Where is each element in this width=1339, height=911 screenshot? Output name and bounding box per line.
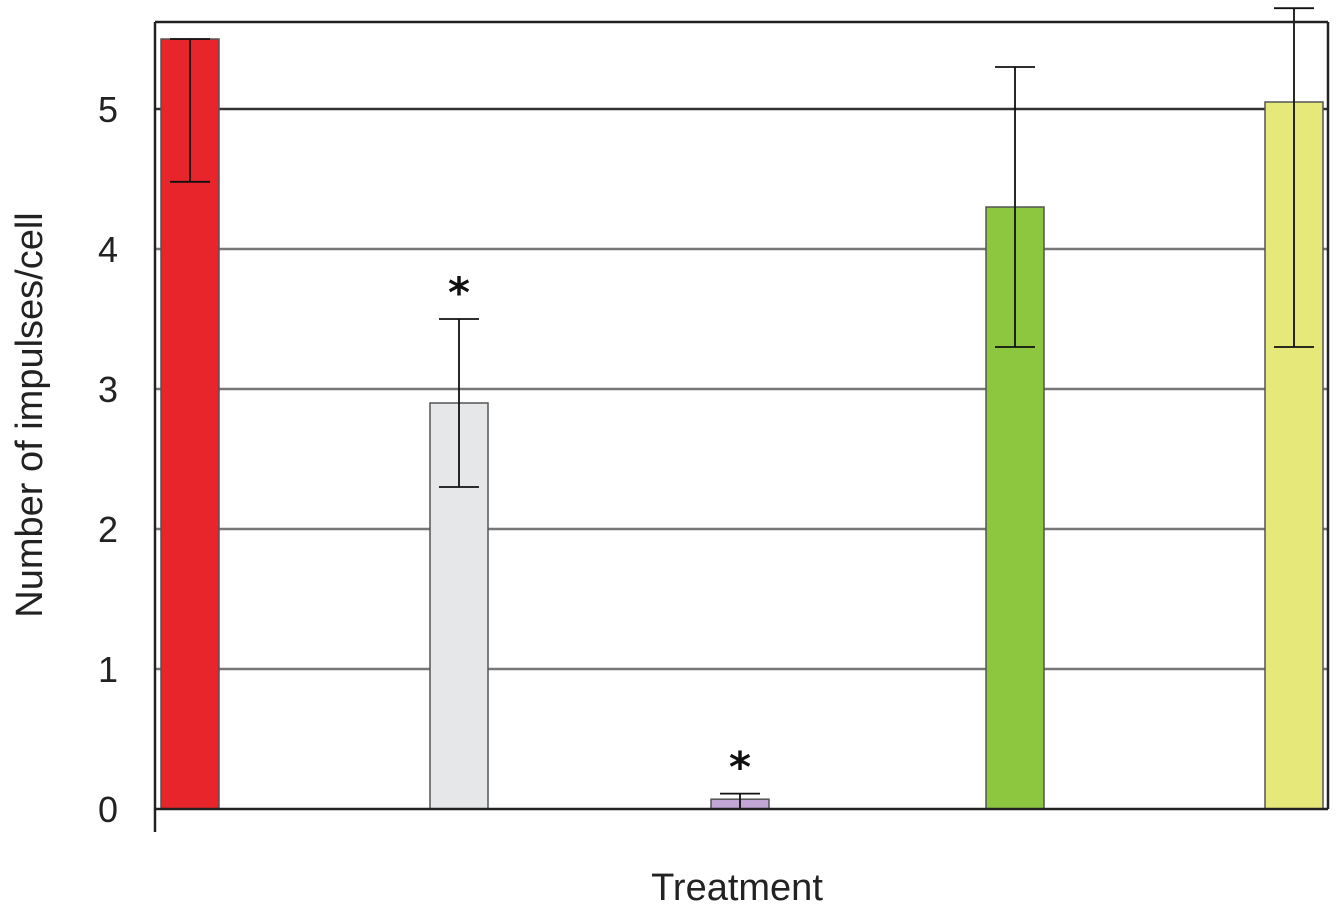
significance-star: * xyxy=(729,743,751,792)
error-bar xyxy=(995,66,1035,348)
error-bar xyxy=(170,38,210,183)
axes xyxy=(153,20,1330,832)
y-tick-label: 3 xyxy=(98,369,118,410)
y-tick-label: 4 xyxy=(98,229,118,270)
y-axis-title: Number of impulses/cell xyxy=(9,212,51,617)
error-bar xyxy=(439,318,479,488)
error-bar xyxy=(1274,7,1314,348)
y-tick-label: 5 xyxy=(98,89,118,130)
x-axis-title: Treatment xyxy=(651,867,823,909)
significance-markers: ** xyxy=(448,268,751,792)
significance-star: * xyxy=(448,268,470,317)
y-tick-labels: 0 1 2 3 4 5 xyxy=(98,89,118,830)
gridlines xyxy=(155,107,1328,671)
error-bars xyxy=(170,7,1314,810)
bars xyxy=(160,38,1324,810)
y-tick-label: 0 xyxy=(98,789,118,830)
y-tick-label: 2 xyxy=(98,509,118,550)
y-tick-label: 1 xyxy=(98,649,118,690)
